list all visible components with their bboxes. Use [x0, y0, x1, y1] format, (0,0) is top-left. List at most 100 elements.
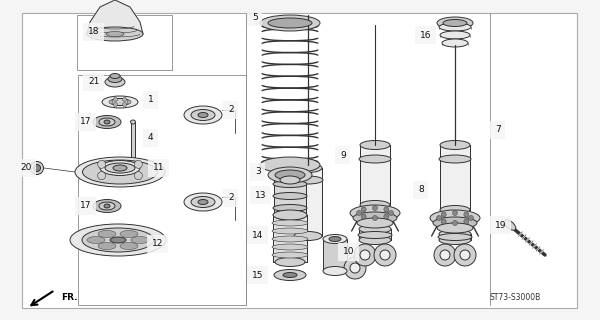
Ellipse shape [104, 120, 110, 124]
Ellipse shape [380, 250, 390, 260]
Ellipse shape [131, 120, 136, 124]
Text: 17: 17 [80, 117, 91, 126]
Ellipse shape [437, 223, 473, 233]
Circle shape [384, 214, 389, 219]
Ellipse shape [260, 157, 320, 173]
Text: 15: 15 [252, 270, 263, 279]
Ellipse shape [100, 161, 140, 175]
Ellipse shape [440, 250, 450, 260]
Circle shape [464, 212, 469, 217]
Circle shape [452, 220, 458, 226]
Ellipse shape [82, 228, 154, 252]
Ellipse shape [93, 116, 121, 129]
Text: 3: 3 [255, 167, 261, 177]
Ellipse shape [434, 244, 456, 266]
Text: 11: 11 [153, 164, 164, 172]
Ellipse shape [293, 176, 323, 184]
Ellipse shape [106, 31, 124, 36]
Ellipse shape [110, 74, 120, 78]
Ellipse shape [439, 23, 471, 31]
Ellipse shape [120, 230, 138, 237]
Ellipse shape [360, 250, 370, 260]
Circle shape [437, 215, 442, 220]
Ellipse shape [439, 229, 471, 238]
Ellipse shape [98, 230, 116, 237]
Ellipse shape [102, 96, 138, 108]
Bar [440, 145, 470, 210]
Ellipse shape [110, 237, 126, 243]
Ellipse shape [323, 235, 347, 244]
Ellipse shape [191, 196, 215, 207]
Circle shape [373, 215, 377, 220]
Ellipse shape [437, 17, 473, 29]
Ellipse shape [374, 244, 396, 266]
Text: 1: 1 [148, 95, 154, 105]
Ellipse shape [275, 258, 305, 267]
Ellipse shape [272, 252, 308, 258]
Ellipse shape [93, 199, 121, 212]
Circle shape [452, 211, 458, 215]
Circle shape [113, 97, 118, 101]
Circle shape [469, 215, 473, 220]
Bar [78, 75, 246, 305]
Ellipse shape [359, 155, 391, 163]
Ellipse shape [438, 234, 472, 241]
Circle shape [113, 103, 118, 107]
Circle shape [122, 103, 127, 107]
Circle shape [441, 212, 446, 217]
Ellipse shape [87, 27, 143, 41]
Bar [294, 168, 322, 236]
Ellipse shape [198, 113, 208, 117]
Bar [77, 15, 172, 70]
Bar [359, 229, 391, 240]
Circle shape [389, 211, 394, 215]
Circle shape [98, 160, 106, 168]
Ellipse shape [75, 157, 165, 187]
Ellipse shape [440, 140, 470, 149]
Ellipse shape [31, 162, 44, 174]
Ellipse shape [344, 257, 366, 279]
Bar [273, 215, 307, 262]
Ellipse shape [184, 193, 222, 211]
Text: 8: 8 [418, 186, 424, 195]
Ellipse shape [323, 267, 347, 276]
Text: 19: 19 [495, 220, 506, 229]
Text: 14: 14 [252, 230, 263, 239]
Polygon shape [87, 0, 143, 34]
Ellipse shape [440, 205, 470, 214]
Ellipse shape [443, 20, 467, 27]
Ellipse shape [294, 164, 322, 172]
Text: 20: 20 [20, 164, 31, 172]
Ellipse shape [83, 160, 157, 184]
Ellipse shape [105, 163, 135, 173]
Bar [274, 175, 306, 215]
Circle shape [122, 97, 127, 101]
Circle shape [127, 100, 131, 104]
Ellipse shape [329, 236, 341, 242]
Ellipse shape [357, 218, 393, 228]
Ellipse shape [131, 236, 149, 244]
Ellipse shape [274, 210, 306, 220]
Ellipse shape [353, 212, 397, 224]
Ellipse shape [350, 263, 360, 273]
Ellipse shape [360, 201, 390, 210]
Ellipse shape [283, 273, 297, 277]
Ellipse shape [198, 199, 208, 204]
Ellipse shape [504, 220, 516, 230]
Text: 13: 13 [255, 190, 266, 199]
Bar [131, 122, 135, 158]
Ellipse shape [108, 76, 122, 83]
Text: 7: 7 [495, 125, 501, 134]
Ellipse shape [191, 109, 215, 121]
Text: 2: 2 [228, 106, 233, 115]
Ellipse shape [275, 170, 305, 180]
Ellipse shape [272, 220, 308, 226]
Ellipse shape [442, 39, 468, 47]
Text: 18: 18 [88, 28, 100, 36]
Ellipse shape [273, 180, 307, 188]
Circle shape [441, 219, 446, 224]
Ellipse shape [272, 228, 308, 234]
Text: 4: 4 [148, 133, 154, 142]
Ellipse shape [359, 236, 391, 244]
Ellipse shape [360, 140, 390, 149]
